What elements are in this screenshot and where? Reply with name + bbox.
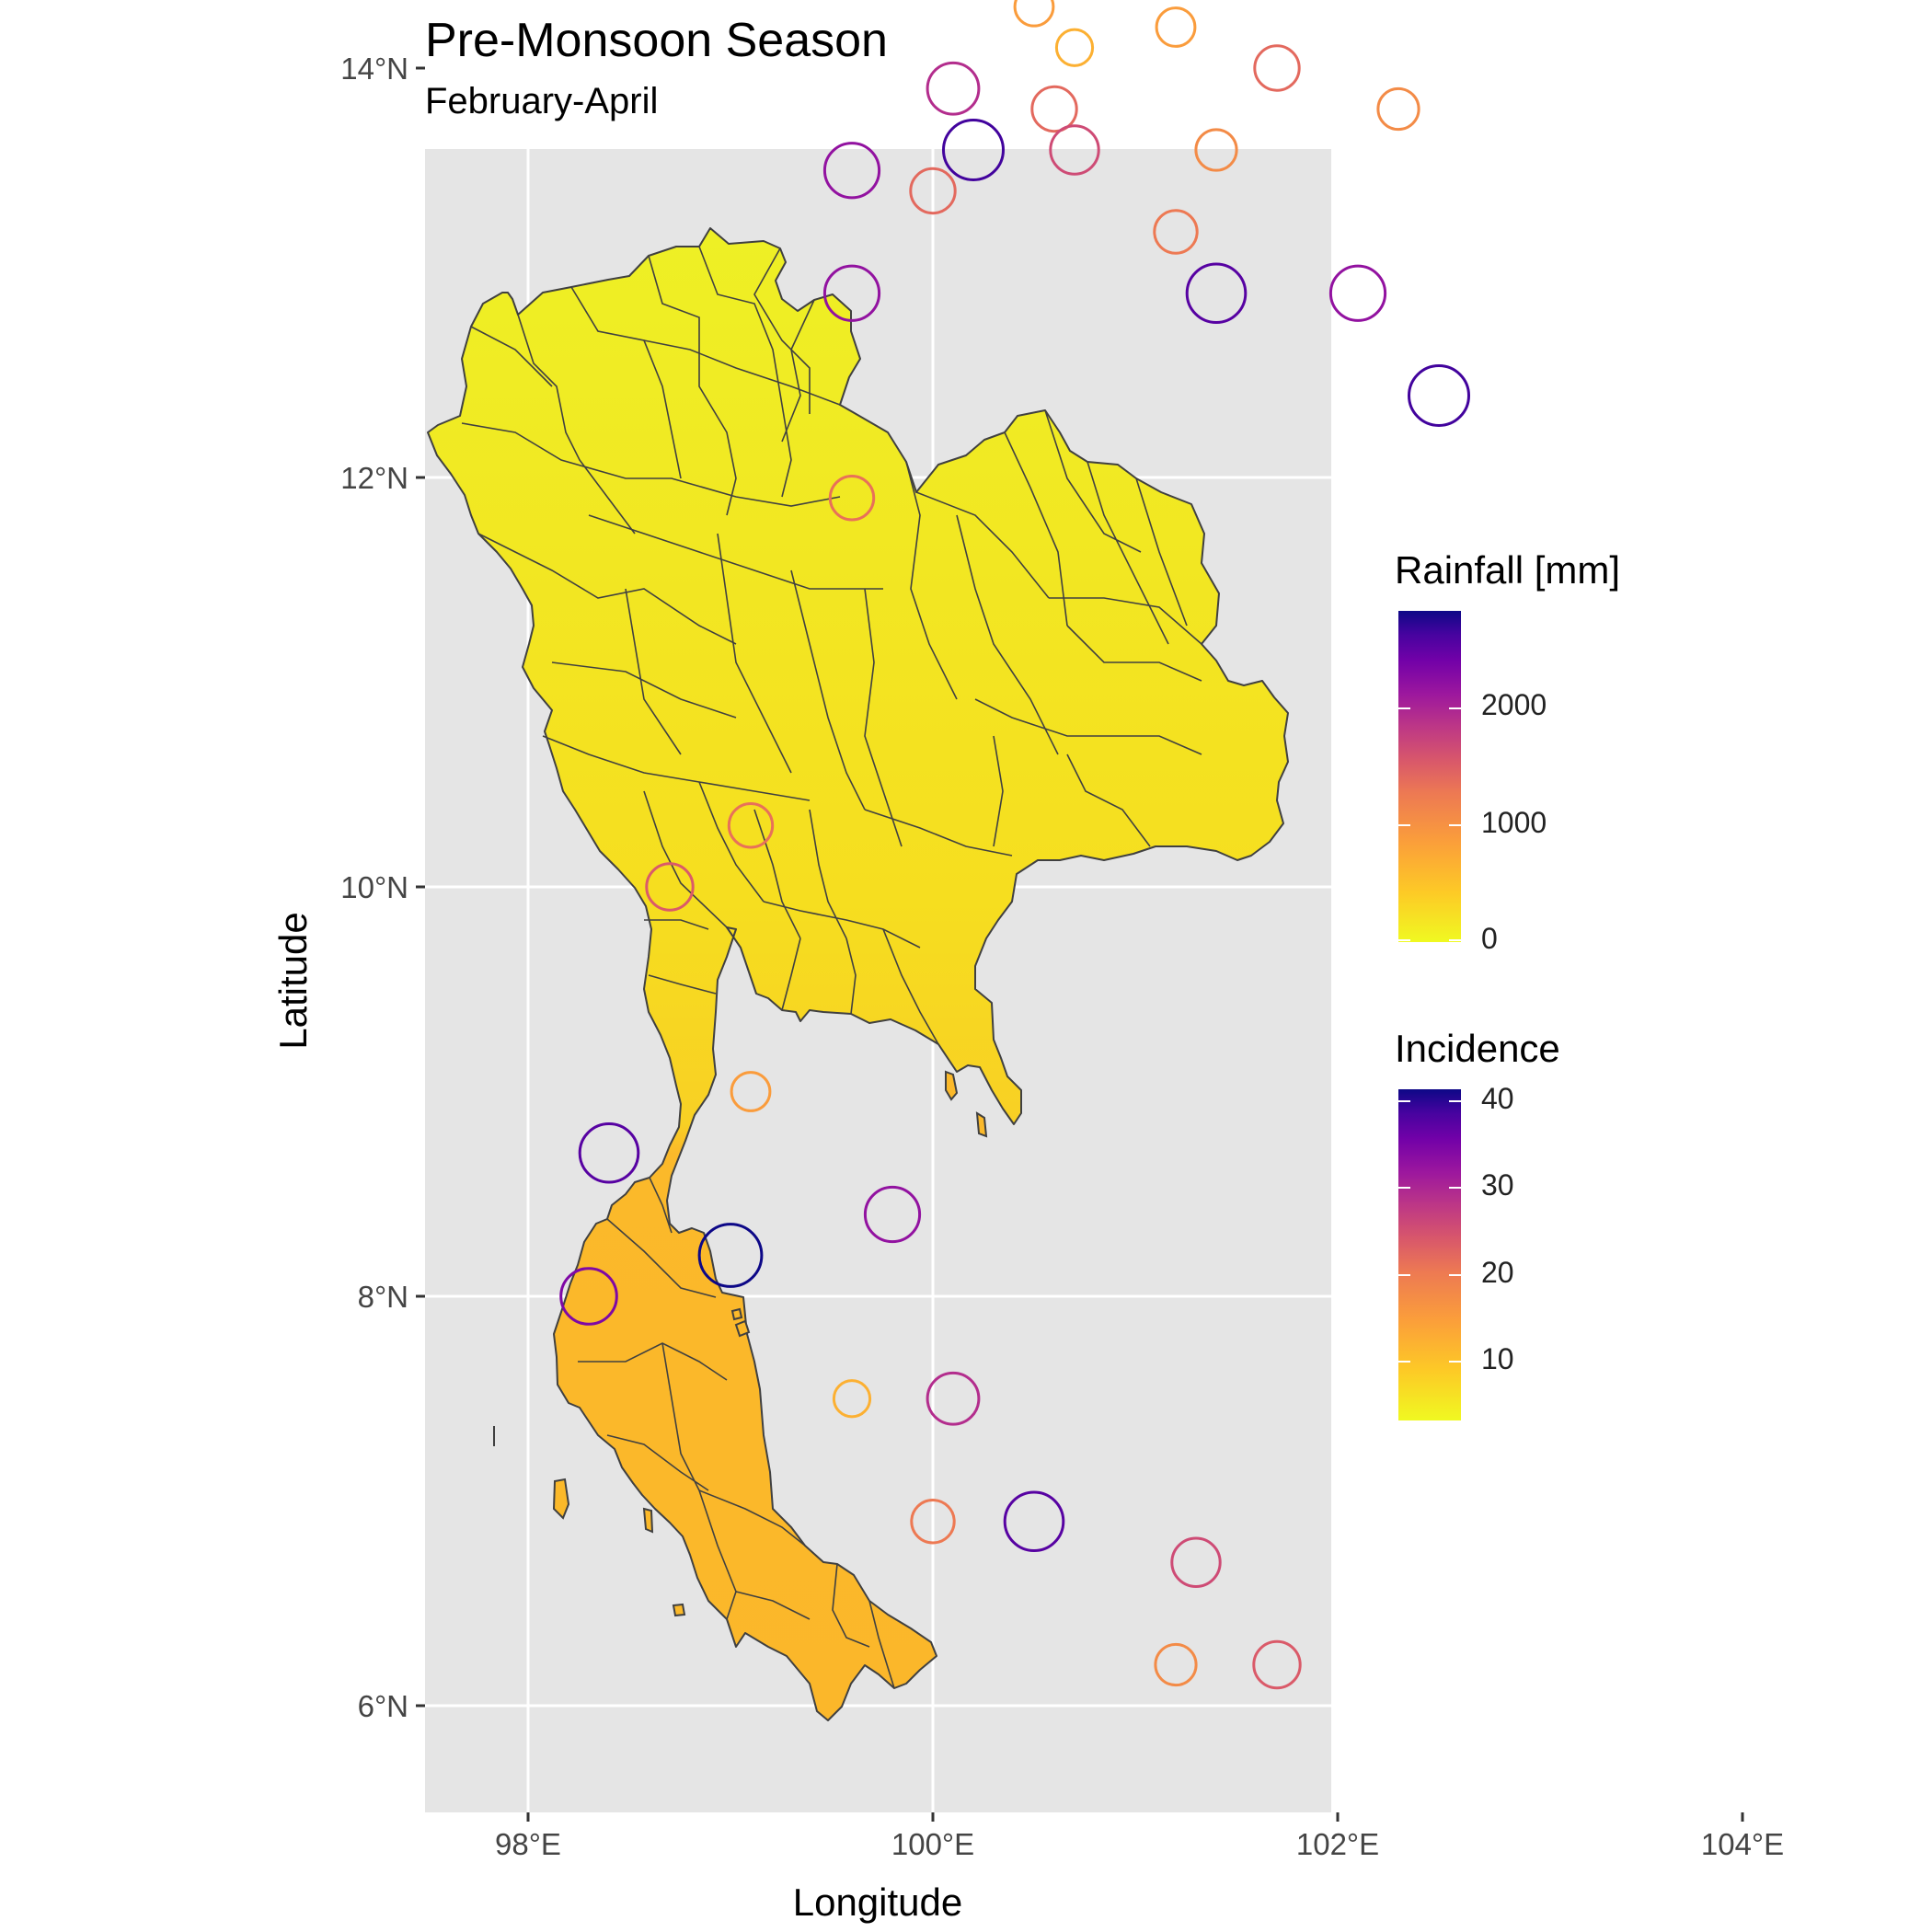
incidence-point	[926, 1371, 981, 1426]
legend-ticks	[1398, 707, 1461, 1363]
axis-ticks: 98°E100°E102°E104°E106°E6°N8°N10°N12°N14…	[340, 52, 1784, 1861]
incidence-point	[828, 475, 876, 522]
chart-title: Pre-Monsoon Season	[425, 14, 888, 67]
incidence-point	[1253, 44, 1301, 92]
incidence-point	[1049, 124, 1100, 176]
y-tick-label: 6°N	[358, 1689, 408, 1723]
island-phuket	[552, 1478, 570, 1520]
incidence-circles	[559, 0, 1470, 1690]
y-tick-label: 14°N	[340, 52, 408, 86]
incidence-point	[730, 1071, 772, 1112]
incidence-point	[1155, 6, 1197, 48]
incidence-legend-label-40: 40	[1481, 1082, 1514, 1115]
incidence-point	[645, 862, 695, 912]
incidence-point	[727, 802, 775, 849]
incidence-point	[1170, 1536, 1222, 1588]
incidence-legend-label-10: 10	[1481, 1342, 1514, 1375]
incidence-point	[1030, 85, 1078, 133]
thailand-land	[427, 227, 1289, 1721]
x-tick-label: 102°E	[1296, 1827, 1379, 1861]
incidence-legend-label-30: 30	[1481, 1168, 1514, 1202]
incidence-point	[926, 61, 981, 116]
rainfall-colorbar	[1398, 611, 1461, 942]
island-koh-chang	[945, 1070, 959, 1101]
incidence-point	[822, 142, 881, 200]
incidence-point	[1328, 264, 1387, 322]
incidence-point	[910, 1499, 956, 1545]
incidence-point	[1185, 262, 1248, 325]
incidence-point	[1194, 128, 1238, 172]
incidence-point	[822, 264, 881, 322]
incidence-point	[697, 1223, 764, 1288]
rainfall-legend-title: Rainfall [mm]	[1395, 548, 1621, 592]
incidence-point	[1003, 1490, 1065, 1553]
y-tick-label: 8°N	[358, 1280, 408, 1314]
incidence-point	[1154, 1642, 1198, 1687]
island-koh-samui	[734, 1319, 751, 1338]
island-koh-kood	[975, 1111, 988, 1138]
incidence-point	[909, 167, 957, 215]
rainfall-legend-label-0: 0	[1481, 922, 1498, 955]
x-tick-label: 100°E	[891, 1827, 974, 1861]
incidence-point	[1408, 364, 1470, 427]
rainfall-legend-label-1000: 1000	[1481, 806, 1547, 839]
island-lanta	[642, 1507, 654, 1534]
incidence-legend-title: Incidence	[1395, 1027, 1560, 1070]
island-koh-phangan	[730, 1307, 743, 1321]
incidence-point	[1013, 0, 1055, 28]
y-tick-label: 10°N	[340, 870, 408, 904]
x-tick-label: 98°E	[495, 1827, 561, 1861]
thailand-mainland	[427, 227, 1289, 1721]
rainfall-legend-label-2000: 2000	[1481, 688, 1547, 721]
incidence-point	[1054, 28, 1095, 67]
x-axis-label: Longitude	[793, 1880, 963, 1924]
incidence-point	[863, 1185, 922, 1244]
incidence-point	[832, 1379, 872, 1419]
y-tick-label: 12°N	[340, 461, 408, 495]
incidence-point	[559, 1267, 618, 1326]
incidence-point	[1252, 1639, 1302, 1690]
x-tick-label: 104°E	[1701, 1827, 1784, 1861]
incidence-point	[1153, 209, 1199, 255]
incidence-point	[942, 119, 1005, 181]
incidence-point	[578, 1121, 640, 1184]
incidence-colorbar	[1398, 1089, 1461, 1420]
chart-subtitle: February-April	[425, 81, 659, 121]
y-axis-label: Latitude	[271, 912, 315, 1049]
island-tarutao	[672, 1603, 686, 1617]
incidence-point	[1376, 86, 1420, 132]
incidence-legend-label-20: 20	[1481, 1256, 1514, 1289]
